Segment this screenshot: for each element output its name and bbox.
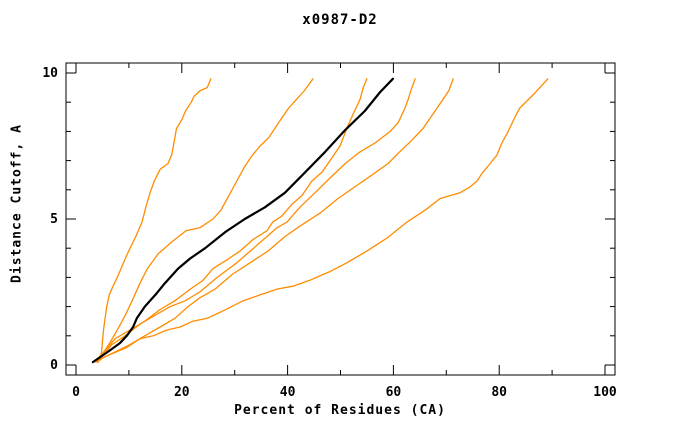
x-tick-label: 60 [386,385,402,400]
x-tick-label: 100 [593,385,617,400]
curve-model-5 [99,78,454,360]
curve-model-3 [96,78,368,360]
curve-model-1 [97,78,212,363]
y-axis-label: Distance Cutoff, A [9,124,25,283]
y-tick-label: 10 [42,66,58,81]
curve-model-2 [92,78,314,363]
x-tick-label: 0 [72,385,80,400]
chart-title: x0987-D2 [302,12,378,28]
curve-model-6 [96,78,549,363]
x-tick-label: 80 [491,385,507,400]
y-tick-label: 0 [50,358,58,373]
y-tick-label: 5 [50,212,58,227]
plot-frame [65,62,616,376]
x-tick-label: 40 [280,385,296,400]
x-axis-label: Percent of Residues (CA) [234,403,446,418]
curve-highlighted-model [91,77,394,364]
x-tick-label: 20 [174,385,190,400]
curve-model-4 [95,78,416,363]
